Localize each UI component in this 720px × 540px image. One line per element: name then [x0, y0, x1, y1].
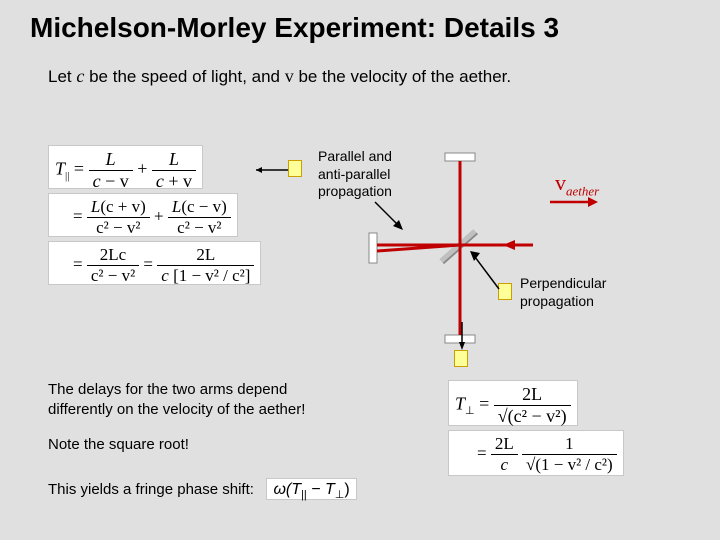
detector-arrow — [457, 320, 469, 354]
omega-l: ω(T — [273, 481, 301, 498]
eq1-f2n: L — [152, 149, 196, 171]
eqT-den: √(c² − v²) — [494, 406, 571, 427]
eq2-f1np: (c + v) — [100, 197, 145, 216]
label-perpendicular: Perpendicular propagation — [520, 275, 606, 310]
label-parallel-l3: propagation — [318, 183, 392, 199]
label-parallel: Parallel and anti-parallel propagation — [318, 148, 392, 201]
page-title: Michelson-Morley Experiment: Details 3 — [0, 0, 720, 44]
eq2-f2np: (c − v) — [181, 197, 226, 216]
eq3-f1d: c² − v² — [87, 266, 139, 286]
intro-mid: be the speed of light, and — [84, 67, 284, 86]
eqT2-f2n: 1 — [522, 434, 617, 455]
eq3-f2do: c — [161, 266, 169, 285]
eq2-f2nl: L — [172, 197, 181, 216]
eq-perp-1: T⊥ = 2L√(c² − v²) — [448, 380, 578, 426]
label-parallel-l1: Parallel and — [318, 148, 392, 164]
label-perp-l2: propagation — [520, 293, 594, 309]
eq1-f2op: + — [168, 171, 178, 191]
eq-parallel-3: = 2Lcc² − v² = 2Lc [1 − v² / c²] — [48, 241, 261, 285]
eq1-f1dr: v — [120, 171, 129, 191]
eq3-f1n: 2Lc — [87, 245, 139, 266]
bottom-text-1: The delays for the two arms depend diffe… — [48, 380, 305, 421]
eqT-lhs-sub: ⊥ — [465, 405, 475, 417]
bottom-text-2: Note the square root! — [48, 435, 189, 455]
eq2-f1nl: L — [91, 197, 100, 216]
bottom3-text: This yields a fringe phase shift: — [48, 481, 254, 498]
eqT2-f2d: √(1 − v² / c²) — [522, 455, 617, 475]
eqT-num: 2L — [494, 384, 571, 406]
eq1-f1dl: c — [93, 171, 101, 191]
eq3-f2db: [1 − v² / c²] — [173, 266, 250, 285]
intro-post: be the velocity of the aether. — [294, 67, 511, 86]
vaether-arrow — [548, 195, 603, 209]
callout-arrow-perp — [466, 247, 504, 297]
eqT2-f1d: c — [491, 455, 518, 475]
parallel-pointer-arrow — [373, 200, 413, 240]
vaether-v: v — [555, 170, 566, 195]
omega-m: − T — [307, 481, 335, 498]
intro-v: v — [285, 66, 294, 86]
eq1-f2dr: v — [183, 171, 192, 191]
eq1-f1n: L — [89, 149, 133, 171]
eq1-lhs: T — [55, 159, 65, 179]
eqT2-f1n: 2L — [491, 434, 518, 455]
eq-perp-column: T⊥ = 2L√(c² − v²) = 2Lc 1√(1 − v² / c²) — [448, 380, 624, 480]
eq-parallel-2: = L(c + v)c² − v² + L(c − v)c² − v² — [48, 193, 238, 237]
eq2-f1d: c² − v² — [87, 218, 150, 238]
eq1-lhs-sub: || — [65, 170, 69, 182]
bottom1-l2: differently on the velocity of the aethe… — [48, 401, 305, 418]
callout-arrow-parallel — [252, 165, 292, 175]
label-perp-l1: Perpendicular — [520, 275, 606, 291]
omega-e: ) — [344, 481, 349, 498]
bottom-text-3: This yields a fringe phase shift: ω(T|| … — [48, 478, 357, 504]
eq1-f1op: − — [105, 171, 115, 191]
omega-s2: ⊥ — [335, 489, 345, 501]
eq-perp-2: = 2Lc 1√(1 − v² / c²) — [448, 430, 624, 476]
eq3-f2n: 2L — [157, 245, 254, 266]
eq-parallel-1: T|| = Lc − v + Lc + v — [48, 145, 203, 189]
equation-column: T|| = Lc − v + Lc + v = L(c + v)c² − v² … — [48, 145, 278, 289]
eq1-f2dl: c — [156, 171, 164, 191]
eqT-lhs: T — [455, 394, 465, 414]
label-parallel-l2: anti-parallel — [318, 166, 390, 182]
intro-text: Let c be the speed of light, and v be th… — [0, 44, 720, 87]
eq2-f2d: c² − v² — [168, 218, 231, 238]
intro-pre: Let — [48, 67, 76, 86]
bottom1-l1: The delays for the two arms depend — [48, 381, 287, 398]
